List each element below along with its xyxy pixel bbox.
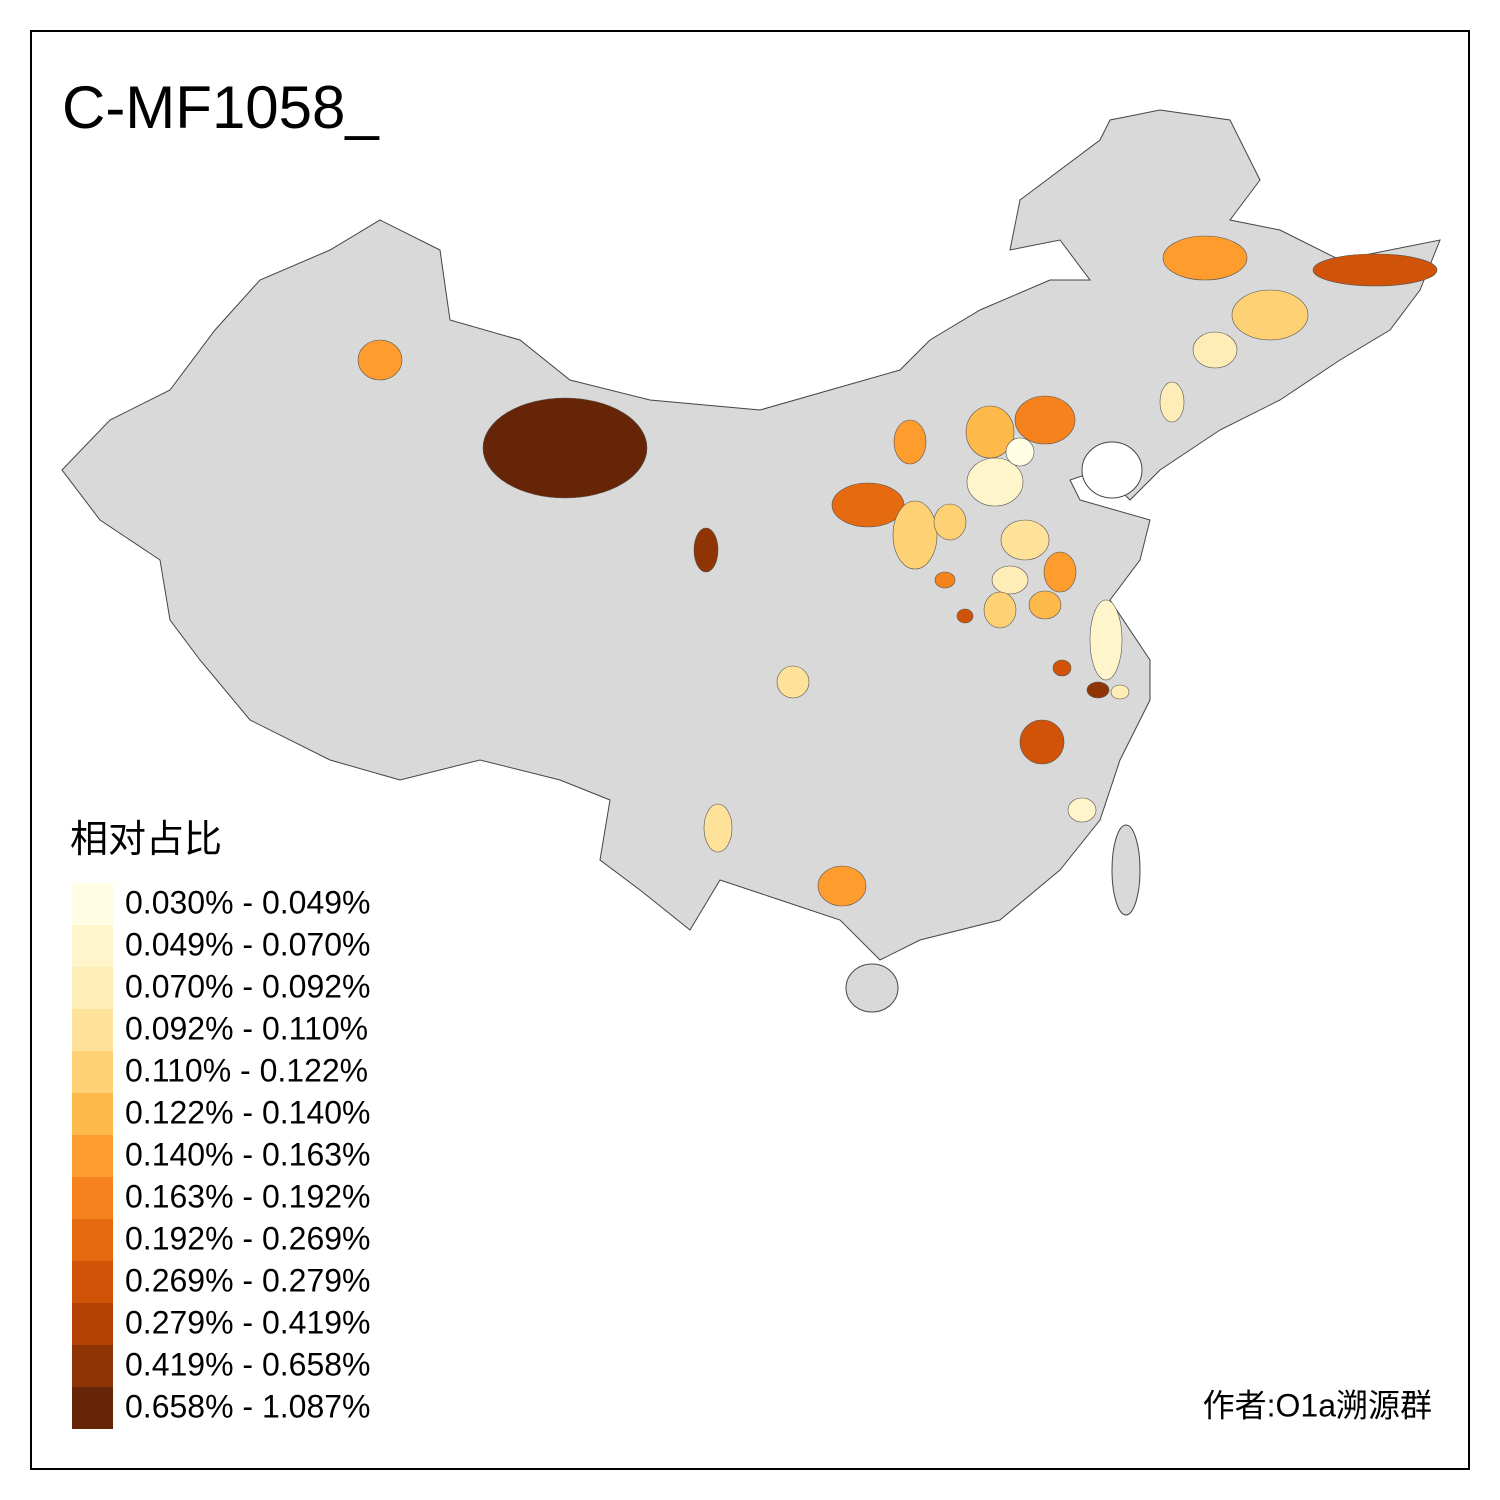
region [1089, 599, 1123, 681]
legend-swatch [72, 1135, 113, 1177]
region [1043, 551, 1077, 593]
region [1110, 684, 1130, 700]
region [1159, 381, 1185, 423]
legend-swatch [72, 1387, 113, 1429]
legend-label: 0.192% - 0.269% [125, 1220, 371, 1256]
legend-label: 0.110% - 0.122% [125, 1052, 368, 1088]
region [892, 500, 938, 570]
legend-label: 0.419% - 0.658% [125, 1346, 371, 1382]
region [965, 405, 1015, 459]
legend-label: 0.122% - 0.140% [125, 1094, 371, 1130]
island [1111, 824, 1141, 916]
legend-label: 0.070% - 0.092% [125, 968, 371, 1004]
region [1005, 437, 1035, 467]
region [991, 565, 1029, 595]
region [1067, 797, 1097, 823]
legend-swatch [72, 883, 113, 925]
region [357, 339, 403, 381]
legend-swatch [72, 967, 113, 1009]
region [1192, 331, 1238, 369]
island [845, 963, 899, 1013]
legend-label: 0.269% - 0.279% [125, 1262, 371, 1298]
region [1000, 519, 1050, 561]
region [1028, 590, 1062, 620]
region [1019, 719, 1065, 765]
region [1014, 395, 1076, 445]
legend-swatch [72, 1093, 113, 1135]
region [933, 503, 967, 541]
legend-swatch [72, 1219, 113, 1261]
region [703, 803, 733, 853]
legend-label: 0.279% - 0.419% [125, 1304, 371, 1340]
region [831, 482, 905, 528]
regions [357, 235, 1438, 907]
legend-swatch [72, 1177, 113, 1219]
legend-label: 0.049% - 0.070% [125, 926, 371, 962]
region [956, 608, 974, 624]
legend-swatch [72, 1261, 113, 1303]
region [893, 419, 927, 465]
legend-swatch [72, 1051, 113, 1093]
country-outline [61, 109, 1441, 961]
legend-label: 0.092% - 0.110% [125, 1010, 368, 1046]
legend-label: 0.163% - 0.192% [125, 1178, 371, 1214]
region [1162, 235, 1248, 281]
region [693, 527, 719, 573]
legend-swatch [72, 1303, 113, 1345]
region [482, 397, 648, 499]
sea [1081, 441, 1143, 499]
region [776, 665, 810, 699]
map-title: C-MF1058_ [62, 74, 380, 141]
legend-swatch [72, 925, 113, 967]
legend-swatch [72, 1009, 113, 1051]
region [817, 865, 867, 907]
region [1231, 289, 1309, 341]
region [1086, 681, 1110, 699]
region [966, 457, 1024, 507]
author-credit: 作者:O1a溯源群 [1203, 1387, 1432, 1423]
region [934, 571, 956, 589]
legend-label: 0.658% - 1.087% [125, 1388, 371, 1424]
legend-label: 0.030% - 0.049% [125, 884, 371, 920]
legend: 0.030% - 0.049% 0.049% - 0.070% 0.070% - 0… [72, 883, 371, 1429]
region [1052, 659, 1072, 677]
region [983, 591, 1017, 629]
legend-label: 0.140% - 0.163% [125, 1136, 371, 1172]
basemap [61, 109, 1441, 1013]
legend-title: 相对占比 [70, 819, 222, 861]
region [1312, 253, 1438, 287]
legend-swatch [72, 1345, 113, 1387]
